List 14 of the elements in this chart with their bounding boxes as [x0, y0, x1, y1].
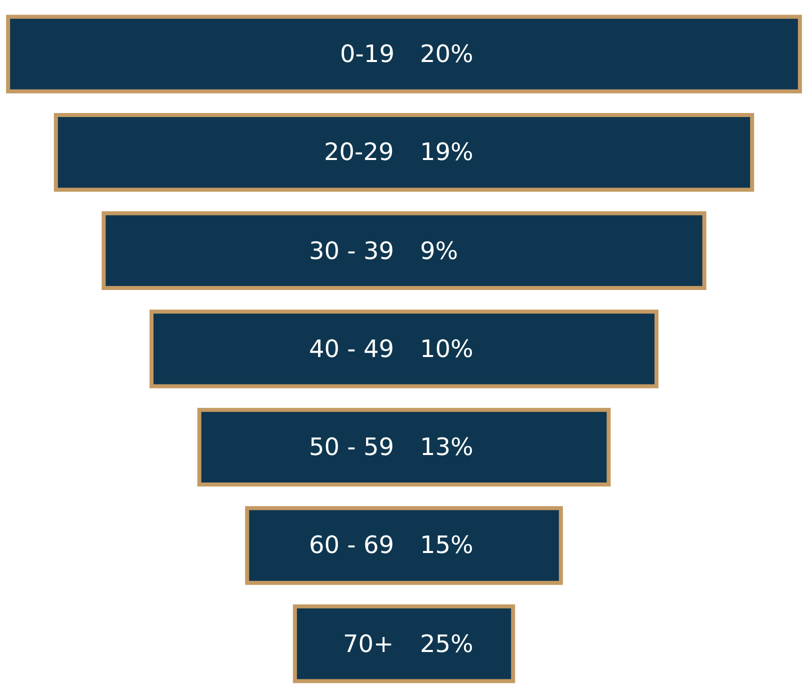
category-label: 20-29 — [324, 138, 394, 166]
category-label: 50 - 59 — [309, 433, 394, 461]
category-label: 70+ — [343, 630, 394, 658]
category-label: 0-19 — [340, 40, 394, 68]
data-label: 15% — [420, 531, 474, 559]
data-label: 25% — [420, 630, 474, 658]
category-label: 30 - 39 — [309, 237, 394, 265]
data-label: 19% — [420, 138, 474, 166]
data-label: 13% — [420, 433, 474, 461]
data-label: 9% — [420, 237, 458, 265]
category-label: 40 - 49 — [309, 335, 394, 363]
category-label: 60 - 69 — [309, 531, 394, 559]
data-label: 20% — [420, 40, 474, 68]
data-label: 10% — [420, 335, 474, 363]
